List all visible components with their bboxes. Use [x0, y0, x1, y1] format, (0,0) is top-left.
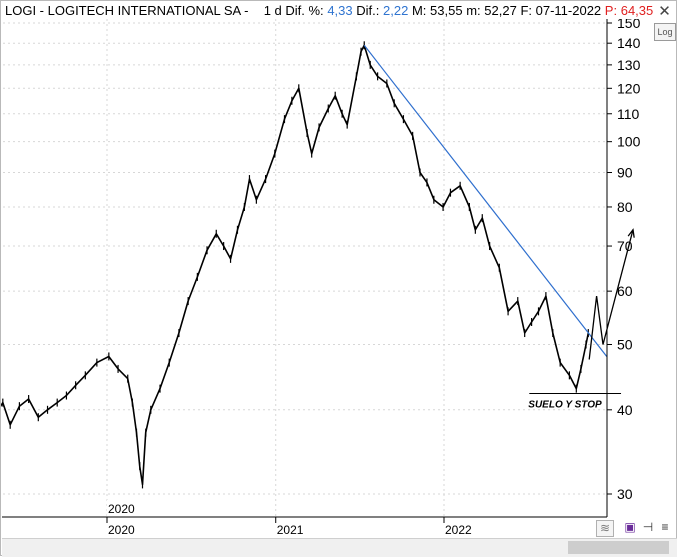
- y-tick-label: 110: [617, 106, 640, 122]
- annotations: SUELO Y STOP: [363, 44, 635, 410]
- max-value: 53,55: [430, 3, 463, 18]
- scrollbar-track[interactable]: [6, 543, 568, 553]
- horizontal-scrollbar[interactable]: [2, 538, 677, 557]
- x-tick-label: 2020: [108, 523, 135, 537]
- y-tick-label: 120: [617, 80, 641, 96]
- y-tick-label: 40: [617, 402, 633, 418]
- pin-icon[interactable]: ⊣: [642, 520, 654, 534]
- grid: [3, 19, 606, 516]
- support-label: SUELO Y STOP: [528, 399, 602, 410]
- close-icon[interactable]: ✕: [658, 3, 671, 20]
- trendline: [363, 44, 608, 357]
- save-icon[interactable]: ▣: [624, 520, 636, 534]
- dif-pct-value: 4,33: [327, 3, 353, 18]
- y-tick-label: 100: [617, 134, 641, 150]
- price-series: [1, 41, 590, 489]
- y-tick-label: 30: [617, 486, 633, 502]
- x-box: [107, 500, 137, 516]
- dif-value: 2,22: [383, 3, 409, 18]
- y-tick-label: 150: [617, 15, 641, 31]
- wave-icon[interactable]: ≋: [596, 520, 614, 537]
- log-scale-button[interactable]: Log: [654, 23, 676, 41]
- y-tick-label: 50: [617, 337, 633, 353]
- y-tick-label: 70: [617, 238, 633, 254]
- min-value: 52,27: [484, 3, 517, 18]
- chart-header: LOGI - LOGITECH INTERNATIONAL SA - 1 d D…: [5, 3, 656, 19]
- projection-arrowhead: [627, 228, 635, 238]
- y-tick-label: 90: [617, 164, 633, 180]
- dif-pct-label: Dif. %:: [285, 3, 324, 18]
- x-tick-label: 2022: [445, 523, 472, 537]
- date-value: 07-11-2022: [535, 3, 602, 18]
- projection-path: [588, 229, 634, 360]
- x-tick-label: 2021: [277, 523, 304, 537]
- ticker-label: LOGI - LOGITECH INTERNATIONAL SA -: [5, 3, 249, 18]
- price-label: P:: [604, 3, 618, 18]
- date-label: F:: [520, 3, 532, 18]
- price-value: 64,35: [620, 3, 654, 18]
- x-axis: 2020 2021 2022 2020: [106, 500, 472, 537]
- dif-label: Dif.:: [356, 3, 380, 18]
- y-axis: 30 40 50 60 70 80 90 100 110 120 130 140 150: [607, 15, 641, 502]
- max-label: M:: [411, 3, 427, 18]
- y-tick-label: 130: [617, 57, 641, 73]
- y-tick-label: 80: [617, 199, 633, 215]
- scrollbar-thumb[interactable]: [568, 541, 669, 554]
- price-line: [1, 44, 590, 486]
- y-tick-label: 140: [617, 35, 641, 51]
- x-box-label: 2020: [108, 502, 135, 516]
- min-label: m:: [466, 3, 481, 18]
- menu-icon[interactable]: ≡: [661, 520, 669, 534]
- y-tick-label: 60: [617, 283, 633, 299]
- period-label: 1 d: [263, 3, 282, 18]
